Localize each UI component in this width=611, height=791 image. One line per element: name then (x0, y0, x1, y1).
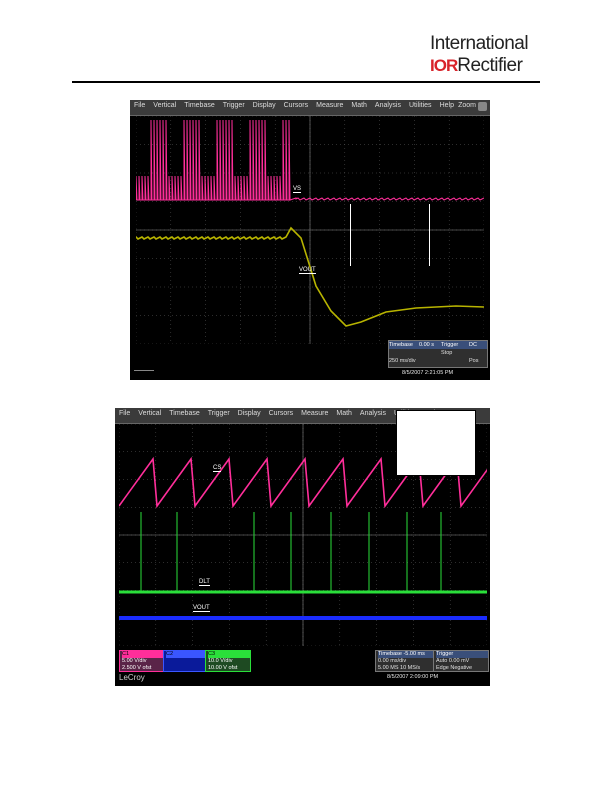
scope2-timebase-head: Timebase -5.00 ms (378, 651, 434, 658)
scope2-cs-label: CS (213, 465, 222, 472)
scope1-info-row-2: 250 ms/div Pos (389, 357, 487, 365)
scope2-menu-trigger[interactable]: Trigger (207, 410, 230, 417)
scope2-menu-timebase[interactable]: Timebase (169, 410, 200, 417)
company-logo: International IORRectifier (430, 34, 540, 78)
scope1-menu-vertical[interactable]: Vertical (153, 102, 177, 109)
scope2-trigger-line2: Edge Negative (436, 665, 473, 671)
scope2-ch1-name: C1 (122, 651, 164, 658)
scope1-menu-file[interactable]: File (134, 102, 146, 109)
scope1-info-h1: 0.00 s (419, 342, 434, 348)
scope2-trigger-line1: Auto 0.00 mV (436, 658, 470, 664)
scope2-dlt-label: DLT (199, 579, 210, 586)
scope2-ch3-name: C3 (208, 651, 250, 658)
scope2-ch3-box: C3 10.0 V/div 10.00 V ofst (205, 650, 251, 672)
scope2-ch1-line1: 5.00 V/div (122, 658, 147, 664)
scope1-menu-cursors[interactable]: Cursors (283, 102, 309, 109)
scope1-marker-2 (429, 204, 430, 266)
header-rule (72, 81, 540, 83)
scope2-menu-measure[interactable]: Measure (301, 410, 329, 417)
scope1-footer-line (134, 370, 154, 371)
scope1-vout-label: VOUT (299, 267, 316, 274)
scope2-timebase-box: Timebase -5.00 ms 0.00 ms/div 5.00 MS 10… (375, 650, 435, 672)
scope1-timestamp: 8/5/2007 2:21:05 PM (402, 370, 454, 376)
oscilloscope-screenshot-1: File Vertical Timebase Trigger Display Cursor… (130, 100, 490, 380)
scope2-menu-file[interactable]: File (119, 410, 131, 417)
scope1-waveform-svg (136, 116, 484, 344)
scope1-timebase-box: Timebase 0.00 s Trigger DC Stop 250 ms/d… (388, 340, 488, 368)
scope2-vout-label: VOUT (193, 605, 210, 612)
scope2-menu-vertical[interactable]: Vertical (138, 410, 162, 417)
scope2-ch1-box: C1 5.00 V/div 2.500 V ofst (119, 650, 165, 672)
scope1-vs-trace (136, 119, 484, 201)
scope2-timestamp: 8/5/2007 2:09:00 PM (387, 674, 439, 680)
scope2-ch3-line1: 10.0 V/div (208, 658, 233, 664)
scope1-menu-timebase[interactable]: Timebase (184, 102, 215, 109)
scope1-menu-help[interactable]: Help (439, 102, 454, 109)
scope2-menu-display[interactable]: Display (237, 410, 261, 417)
scope2-ch3-line2: 10.00 V ofst (208, 665, 238, 671)
scope2-vendor-label: LeCroy (119, 673, 145, 682)
scope2-menu-cursors[interactable]: Cursors (268, 410, 294, 417)
scope1-vout-trace (136, 226, 484, 327)
logo-mark: IOR (430, 56, 458, 75)
scope1-menubar: File Vertical Timebase Trigger Display Cursor… (130, 100, 490, 116)
scope2-timebase-line1: 0.00 ms/div (378, 658, 407, 664)
scope1-menu-analysis[interactable]: Analysis (374, 102, 401, 109)
scope1-info-header: Timebase 0.00 s Trigger DC (389, 341, 487, 349)
logo-line-international: International (430, 33, 529, 54)
scope1-menu-measure[interactable]: Measure (316, 102, 344, 109)
scope1-menu-items: File Vertical Timebase Trigger Display Cursor… (134, 102, 462, 109)
scope1-zoom-label: Zoom (458, 102, 476, 109)
scope1-menu-trigger[interactable]: Trigger (222, 102, 245, 109)
scope1-vs-label: VS (293, 186, 302, 193)
scope1-info-h0: Timebase (389, 342, 413, 348)
scope1-info-h3: DC (469, 342, 477, 348)
scope2-ch1-line2: 2.500 V ofst (122, 665, 152, 671)
scope1-info-h2: Trigger (441, 342, 459, 348)
scope1-info-r1c3: Stop (441, 350, 453, 356)
scope2-trigger-head: Trigger (436, 651, 488, 658)
scope1-plot (136, 116, 484, 344)
scope1-info-row-1: Stop (389, 349, 487, 357)
scope2-trigger-box: Trigger Auto 0.00 mV Edge Negative (433, 650, 489, 672)
scope1-menu-icon (478, 102, 487, 111)
scope1-menu-utilities[interactable]: Utilities (409, 102, 432, 109)
scope2-ch2-box: C2 (163, 650, 207, 672)
scope1-info-r2c4: Pos (469, 358, 479, 364)
scope1-menu-math[interactable]: Math (351, 102, 367, 109)
scope2-menu-analysis[interactable]: Analysis (359, 410, 386, 417)
scope2-ch2-name: C2 (166, 651, 206, 658)
scope2-overlay-box (396, 410, 476, 476)
logo-line-rectifier: IORRectifier (430, 55, 540, 77)
scope2-timebase-line2: 5.00 MS 10 MS/s (378, 665, 421, 671)
logo-word-rectifier: Rectifier (457, 55, 523, 76)
scope1-info-r2c1: 250 ms/div (389, 358, 416, 364)
scope1-menu-display[interactable]: Display (252, 102, 276, 109)
scope2-menu-math[interactable]: Math (336, 410, 352, 417)
scope1-marker-1 (350, 204, 351, 266)
